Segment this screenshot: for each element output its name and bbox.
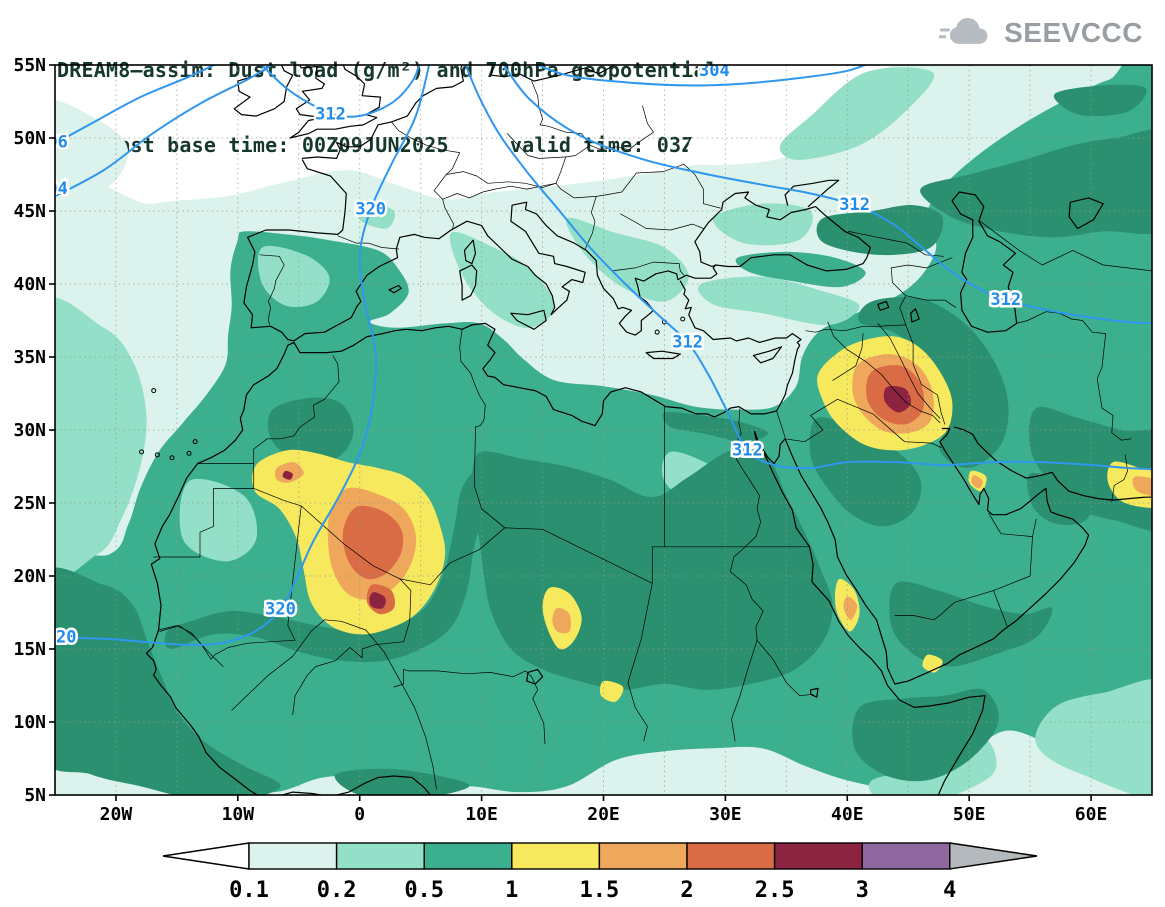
- map-graticule: [55, 65, 1152, 795]
- seevccc-logo: SEEVCCC: [939, 14, 1143, 52]
- legend-cell: [423, 842, 513, 870]
- lon-tick-label: 10E: [465, 804, 498, 825]
- legend-cell: [773, 842, 863, 870]
- geopotential-contour-label: 296: [37, 132, 68, 152]
- legend-cell: [511, 842, 601, 870]
- geopotential-contour-label: 304: [699, 61, 730, 81]
- geopotential-contour-label: 312: [315, 105, 346, 125]
- lat-tick-label: 35N: [13, 347, 46, 368]
- lat-tick-label: 25N: [13, 493, 46, 514]
- geopotential-contour-label: 320: [46, 627, 77, 647]
- axis-labels: 55N 50N 45N 40N 35N 30N 25N 20N 15N 10N 5N 20W 10W 0 1…: [13, 55, 1107, 825]
- legend-tick-label: 0.2: [317, 878, 357, 903]
- chart-title: DREAM8—assim: Dust load (g/m²) and 700hP…: [57, 58, 719, 82]
- lat-tick-label: 10N: [13, 712, 46, 733]
- legend-cell: [335, 842, 425, 870]
- legend-tick-label: 1.5: [580, 878, 620, 903]
- lon-tick-label: 10W: [222, 804, 255, 825]
- geopotential-contour-label: 312: [672, 332, 703, 352]
- legend-cell: [248, 842, 338, 870]
- lon-tick-label: 30E: [709, 804, 742, 825]
- legend-arrow-above-max: [949, 842, 1038, 870]
- lat-tick-label: 45N: [13, 201, 46, 222]
- legend-tick-label: 0.5: [404, 878, 444, 903]
- legend-cell: [686, 842, 776, 870]
- legend-arrow-below-min: [162, 842, 250, 870]
- legend-cell: [598, 842, 688, 870]
- geopotential-contour-label: 312: [990, 290, 1021, 310]
- cloud-icon: [939, 18, 988, 44]
- geopotential-contour-label: 304: [37, 179, 68, 199]
- lat-tick-label: 55N: [13, 55, 46, 76]
- lon-tick-label: 20W: [100, 804, 133, 825]
- geopotential-contour-label: 312: [732, 440, 763, 460]
- geopotential-contour-label: 312: [839, 195, 870, 215]
- lat-tick-label: 15N: [13, 639, 46, 660]
- lon-tick-label: 0: [354, 804, 365, 825]
- geopotential-contour-label: 320: [265, 600, 296, 620]
- legend-tick-label: 1: [505, 878, 518, 903]
- legend-tick-label: 4: [943, 878, 956, 903]
- lat-tick-label: 50N: [13, 128, 46, 149]
- logo-text: SEEVCCC: [1004, 17, 1143, 48]
- lat-tick-label: 40N: [13, 274, 46, 295]
- lon-tick-label: 20E: [587, 804, 620, 825]
- contour-labels: 296 304 312 304 320 312 312 312 312 320 320: [37, 61, 1024, 650]
- lon-tick-label: 40E: [831, 804, 864, 825]
- legend-tick-label: 2.5: [755, 878, 795, 903]
- lat-tick-label: 5N: [24, 785, 46, 806]
- lon-tick-label: 50E: [953, 804, 986, 825]
- legend-tick-label: 0.1: [229, 878, 269, 903]
- legend-colorbar: 0.1 0.2 0.5 1 1.5 2 2.5 3 4: [162, 842, 1038, 903]
- geopotential-contours: [55, 65, 1152, 646]
- lat-tick-label: 20N: [13, 566, 46, 587]
- lon-tick-label: 60E: [1075, 804, 1108, 825]
- legend-cell: [861, 842, 951, 870]
- legend-tick-label: 3: [856, 878, 869, 903]
- legend-tick-label: 2: [680, 878, 693, 903]
- geopotential-contour-label: 320: [355, 200, 386, 220]
- lat-tick-label: 30N: [13, 420, 46, 441]
